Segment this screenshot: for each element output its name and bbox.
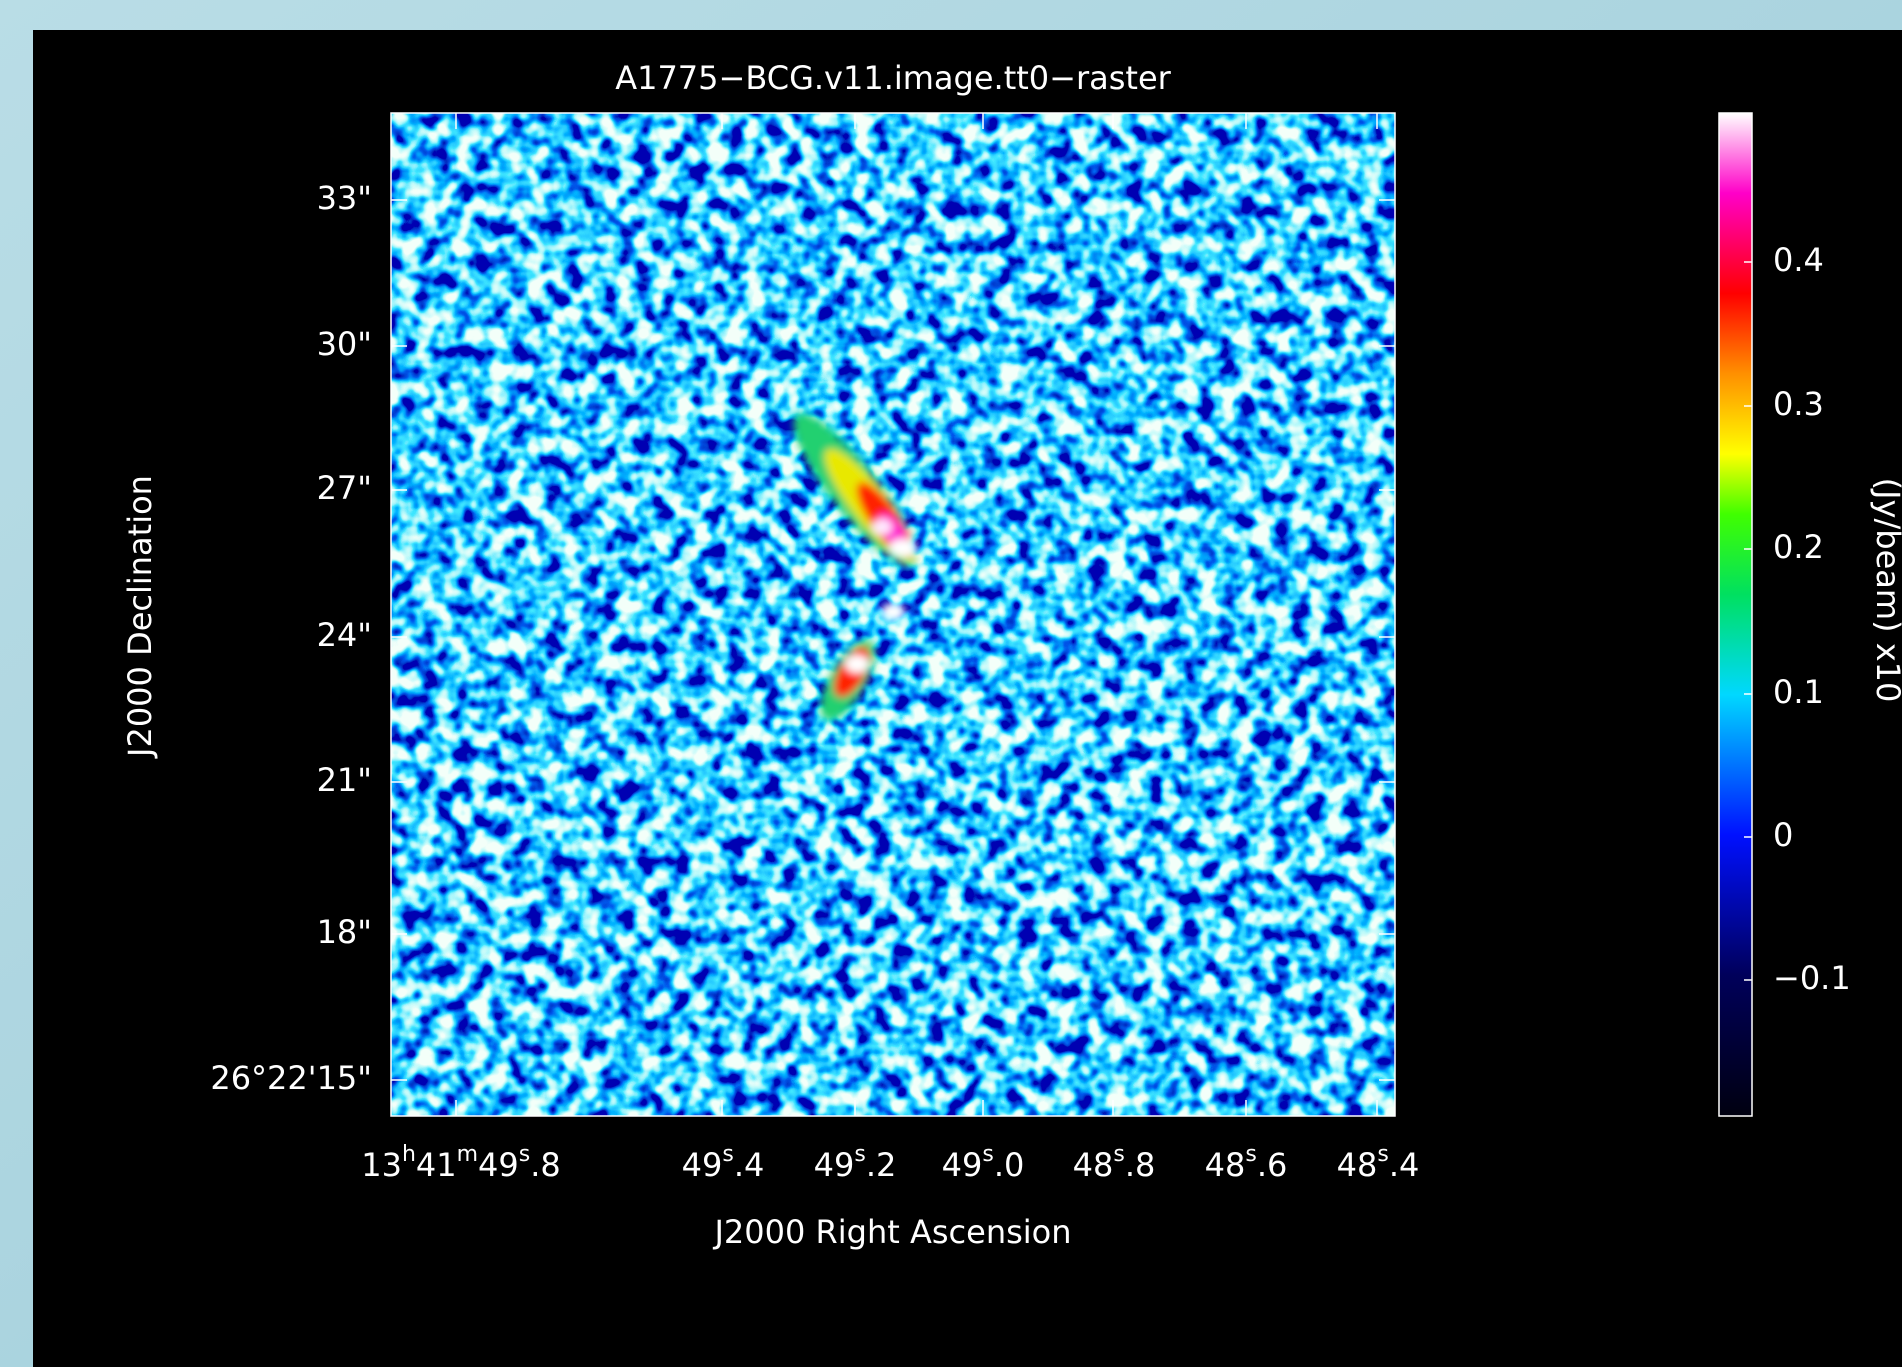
x-tick-part: 13 xyxy=(361,1146,402,1184)
x-tick-part: .8 xyxy=(530,1146,561,1184)
x-tick-part: s xyxy=(854,1142,865,1167)
y-tick-label: 27" xyxy=(317,469,372,507)
plot-title: A1775−BCG.v11.image.tt0−raster xyxy=(615,59,1171,97)
x-tick-part: s xyxy=(1245,1142,1256,1167)
y-tick-label: 24" xyxy=(317,616,372,654)
y-tick-label: 30" xyxy=(317,325,372,363)
x-tick-part: 48 xyxy=(1337,1146,1378,1184)
x-tick-part: 48 xyxy=(1073,1146,1114,1184)
y-tick-label: 18" xyxy=(317,913,372,951)
x-tick-part: 48 xyxy=(1205,1146,1246,1184)
colorbar-tick-label: −0.1 xyxy=(1773,959,1851,997)
x-tick-part: m xyxy=(457,1142,478,1167)
x-tick-part: s xyxy=(1377,1142,1388,1167)
x-tick-part: .8 xyxy=(1125,1146,1156,1184)
x-tick-part: 49 xyxy=(478,1146,519,1184)
x-tick-part: 41 xyxy=(416,1146,457,1184)
y-tick-label: 26°22'15" xyxy=(210,1059,372,1097)
colorbar-tick-label: 0.3 xyxy=(1773,385,1824,423)
viewer: A1775−BCG.v11.image.tt0−raster J2000 Dec… xyxy=(0,0,1902,1367)
x-tick-part: .4 xyxy=(734,1146,765,1184)
page: {"title":"A1775−BCG.v11.image.tt0−raster… xyxy=(0,0,1902,1367)
x-axis-label: J2000 Right Ascension xyxy=(712,1213,1071,1251)
y-axis-label: J2000 Declination xyxy=(121,475,159,759)
x-tick-part: .2 xyxy=(866,1146,897,1184)
colorbar-tick-label: 0.4 xyxy=(1773,241,1824,279)
x-tick-part: s xyxy=(519,1142,530,1167)
x-tick-part: 49 xyxy=(814,1146,855,1184)
colorbar-tick-label: 0 xyxy=(1773,816,1793,854)
x-tick-part: .6 xyxy=(1257,1146,1288,1184)
x-tick-part: 49 xyxy=(682,1146,723,1184)
x-tick-part: s xyxy=(722,1142,733,1167)
colorbar-tick-label: 0.2 xyxy=(1773,528,1824,566)
x-tick-part: 49 xyxy=(942,1146,983,1184)
colorbar-tick-label: 0.1 xyxy=(1773,673,1824,711)
colorbar-label: (Jy/beam) x10 xyxy=(1869,478,1902,703)
x-tick-part: s xyxy=(982,1142,993,1167)
raster-image xyxy=(391,113,1395,1116)
x-tick-part: s xyxy=(1113,1142,1124,1167)
y-tick-label: 33" xyxy=(317,179,372,217)
colorbar xyxy=(1719,113,1752,1116)
x-tick-part: h xyxy=(402,1142,416,1167)
x-tick-part: .4 xyxy=(1389,1146,1420,1184)
y-tick-label: 21" xyxy=(317,761,372,799)
x-tick-part: .0 xyxy=(994,1146,1025,1184)
